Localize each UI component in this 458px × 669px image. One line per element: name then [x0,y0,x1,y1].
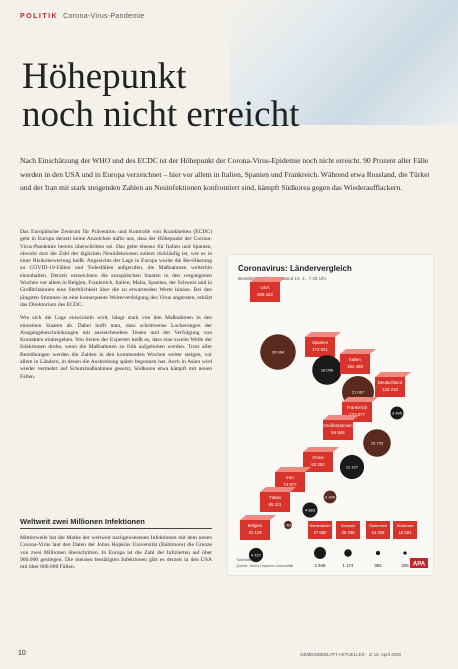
country-name: Südkorea [397,523,414,528]
country-cases: 27 580 [314,530,327,535]
country-cases: 132 210 [382,387,398,392]
deaths-circle [314,547,326,559]
block [250,282,280,302]
deaths-circle [390,406,404,420]
publication: GEMEINDEBLATT AKTUELLES · 2/ 15. April 2… [300,652,402,657]
deaths-label: 3 495 [392,411,403,416]
infographic-graphic: Coronavirus: Ländervergleich Bestätigte … [236,264,428,568]
section: POLITIK [20,13,59,20]
deaths-circle [375,550,381,556]
country-name: Italien [349,357,361,362]
map-image [230,0,458,125]
logo: APA [413,562,426,568]
country-cases: 162 488 [347,364,363,369]
block [305,337,335,357]
country-name: Deutschland [378,380,403,385]
country-name: Schweiz [341,523,356,528]
country-cases: 137 877 [349,412,365,417]
country-name: Niederlande [310,523,331,528]
section-header: POLITIK Corona-Virus-Pandemie [20,13,144,20]
subheading: Weltweit zwei Millionen Infektionen [20,517,212,529]
block [393,521,417,539]
deaths-label: 1 174 [343,563,355,568]
deaths-circle [403,551,407,555]
block [366,521,390,539]
country-name: USA [260,285,269,290]
logo-box [410,558,428,568]
deaths-label: 4 683 [305,508,316,513]
country-cases: 26 336 [342,530,355,535]
country-name: Iran [286,475,294,480]
headline-line: Höhepunkt [22,56,187,97]
block [375,377,405,397]
block [340,354,370,374]
block [308,521,332,539]
deaths-label: 1 403 [283,523,294,528]
country-cases: 94 845 [331,430,345,435]
body-text: Das Europäische Zentrum für Prävention u… [20,229,212,514]
country-name: Frankreich [347,405,368,410]
country-name: China [312,455,324,460]
topic: Corona-Virus-Pandemie [63,13,145,20]
country-name: Türkei [269,495,281,500]
lead: Nach Einschätzung der WHO und des ECDC i… [20,156,430,192]
deaths-circle [302,502,318,518]
block [260,487,296,492]
deaths-label: 21 067 [352,390,365,395]
paragraph: Wie sich die Lage entwickeln wird, hängt… [20,315,212,380]
legend: Todesfälle [236,558,253,562]
country-name: Großbritannien [323,423,353,428]
deaths-label: 26 064 [272,350,285,355]
deaths-circle [248,547,264,563]
infographic-title: Coronavirus: Ländervergleich [238,264,352,273]
block [240,520,270,540]
block [342,397,378,402]
paragraph: Das Europäische Zentrum für Prävention u… [20,229,212,308]
block [275,467,311,472]
headline: Höhepunkt noch nicht erreicht [22,58,299,134]
block [240,515,276,520]
infographic: Coronavirus: Ländervergleich Bestätigte … [228,255,433,575]
block [303,447,339,452]
country-cases: 65 111 [269,502,282,507]
block [260,492,290,512]
deaths-circle [339,454,365,480]
country-name: Belgien [248,523,263,528]
deaths-circle [323,490,337,504]
deaths-circle [260,334,296,370]
deaths-label: 2 945 [315,563,327,568]
country-name: Österreich [369,523,387,528]
country-cases: 14 226 [372,530,385,535]
country-cases: 31 119 [248,530,262,535]
page-number: 10 [18,650,26,657]
country-cases: 172 541 [312,347,328,352]
deaths-label: 225 [401,563,409,568]
deaths-label: 4 157 [251,553,262,558]
block [250,277,286,282]
paragraph: Mittlerweile hat die Marke der weltweit … [20,535,212,571]
country-cases: 10 591 [399,530,412,535]
block [340,349,376,354]
block [323,420,353,440]
block [375,372,411,377]
country-name: Spanien [312,340,329,345]
deaths-circle [344,549,352,557]
deaths-label: 3 346 [325,495,336,500]
deaths-label: 15 729 [371,441,384,446]
block [336,521,360,539]
country-cases: 74 877 [283,482,297,487]
country-cases: 609 422 [257,292,273,297]
deaths-label: 12 107 [346,465,359,470]
block [305,332,341,337]
deaths-circle [312,355,342,385]
deaths-label: 18 056 [321,368,334,373]
deaths-circle [283,520,293,530]
deaths-circle [363,429,391,457]
block [323,415,359,420]
country-cases: 83 352 [311,462,325,467]
deaths-label: 384 [374,563,382,568]
source: Quelle: Johns Hopkins Universität [236,564,294,568]
headline-line: noch nicht erreicht [22,94,300,135]
